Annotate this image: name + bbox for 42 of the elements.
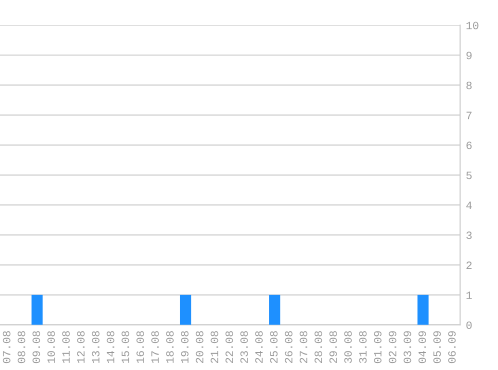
x-tick-label: 16.08 xyxy=(136,331,144,363)
x-tick-label: 13.08 xyxy=(92,331,100,363)
x-tick-label: 31.08 xyxy=(359,331,367,364)
x-tick-label: 03.09 xyxy=(404,331,412,364)
x-tick-label: 27.08 xyxy=(300,331,308,363)
x-tick-label: 14.08 xyxy=(106,331,114,363)
y-tick-label: 10 xyxy=(466,22,478,30)
x-tick-label: 01.09 xyxy=(374,331,382,364)
x-tick-label: 06.09 xyxy=(448,331,456,364)
x-tick-label: 30.08 xyxy=(344,331,352,364)
x-tick-label: 11.08 xyxy=(62,331,70,363)
x-tick-label: 19.08 xyxy=(180,331,189,363)
y-tick-label: 2 xyxy=(466,262,472,269)
x-tick-label: 22.08 xyxy=(226,331,234,363)
x-tick-label: 18.08 xyxy=(166,331,174,363)
x-tick-label: 15.08 xyxy=(122,331,130,363)
y-tick-label: 1 xyxy=(466,292,472,299)
x-tick-label: 26.08 xyxy=(284,331,292,363)
x-tick-label: 28.08 xyxy=(314,331,322,363)
x-tick-label: 05.09 xyxy=(433,331,441,364)
y-tick-label: 5 xyxy=(466,172,472,180)
x-tick-label: 21.08 xyxy=(210,331,218,363)
y-tick-label: 6 xyxy=(466,142,472,150)
x-tick-label: 20.08 xyxy=(196,331,204,363)
x-tick-label: 08.08 xyxy=(18,331,26,364)
x-tick-label: 10.08 xyxy=(47,331,55,363)
y-tick-label: 0 xyxy=(466,321,472,329)
y-tick-label: 9 xyxy=(466,52,472,60)
x-tick-label: 12.08 xyxy=(77,331,85,363)
x-tick-label: 29.08 xyxy=(329,331,337,363)
y-tick-label: 3 xyxy=(466,232,472,240)
x-tick-label: 24.08 xyxy=(255,331,263,363)
x-tick-label: 23.08 xyxy=(240,331,248,363)
x-tick-label: 09.08 xyxy=(32,331,40,364)
y-tick-label: 4 xyxy=(466,202,472,210)
y-tick-label: 8 xyxy=(466,82,472,90)
x-tick-label: 07.08 xyxy=(2,331,10,364)
x-tick-label: 04.09 xyxy=(418,331,426,364)
x-tick-label: 17.08 xyxy=(151,331,159,363)
x-tick-label: 25.08 xyxy=(270,331,278,363)
y-tick-label: 7 xyxy=(466,112,472,120)
x-tick-label: 02.09 xyxy=(388,331,396,364)
